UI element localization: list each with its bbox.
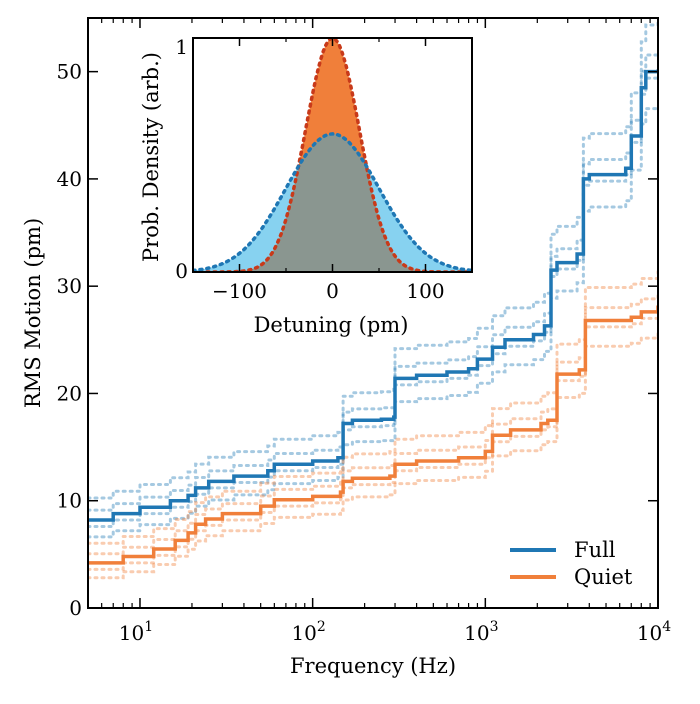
inset-y-tick-label: 0 bbox=[175, 259, 188, 283]
series-quiet-realization-1 bbox=[88, 270, 658, 545]
series-full-realization-2 bbox=[88, 105, 658, 539]
inset-area-overlap bbox=[193, 133, 472, 272]
series-quiet-realization-4 bbox=[88, 310, 658, 571]
main-x-axis-label: Frequency (Hz) bbox=[290, 654, 456, 678]
series-quiet-realization-2 bbox=[88, 330, 658, 580]
inset-y-tick-label: 1 bbox=[175, 35, 188, 59]
y-tick-label: 0 bbox=[69, 596, 82, 620]
inset-y-axis-label: Prob. Density (arb.) bbox=[139, 52, 163, 262]
y-tick-label: 30 bbox=[57, 274, 82, 298]
series-full-realization-3 bbox=[88, 51, 658, 512]
series-full-realization-4 bbox=[88, 74, 658, 528]
y-tick-label: 10 bbox=[57, 489, 82, 513]
series-full-realization-1 bbox=[88, 21, 658, 500]
y-tick-label: 40 bbox=[57, 167, 82, 191]
y-tick-label: 50 bbox=[57, 60, 82, 84]
inset-fit-full bbox=[193, 132, 472, 272]
series-quiet-line bbox=[88, 305, 658, 565]
series-full-line bbox=[88, 69, 658, 522]
legend: Full Quiet bbox=[510, 538, 633, 589]
main-series-group bbox=[88, 21, 658, 580]
x-tick-label: 101 bbox=[119, 619, 153, 645]
series-quiet-realization-3 bbox=[88, 290, 658, 556]
inset-x-tick-label: 100 bbox=[406, 279, 444, 303]
inset-x-tick-label: 0 bbox=[326, 279, 339, 303]
legend-label-quiet: Quiet bbox=[574, 565, 633, 589]
x-tick-label: 104 bbox=[637, 619, 671, 645]
x-tick-label: 102 bbox=[291, 619, 325, 645]
x-tick-label: 103 bbox=[464, 619, 498, 645]
y-tick-label: 20 bbox=[57, 381, 82, 405]
main-plot-frame bbox=[87, 17, 659, 609]
inset-x-axis-label: Detuning (pm) bbox=[254, 313, 409, 337]
inset-plot-frame bbox=[192, 37, 473, 273]
legend-label-full: Full bbox=[574, 538, 616, 562]
inset-x-tick-label: −100 bbox=[212, 279, 267, 303]
main-y-axis-label: RMS Motion (pm) bbox=[21, 218, 45, 408]
